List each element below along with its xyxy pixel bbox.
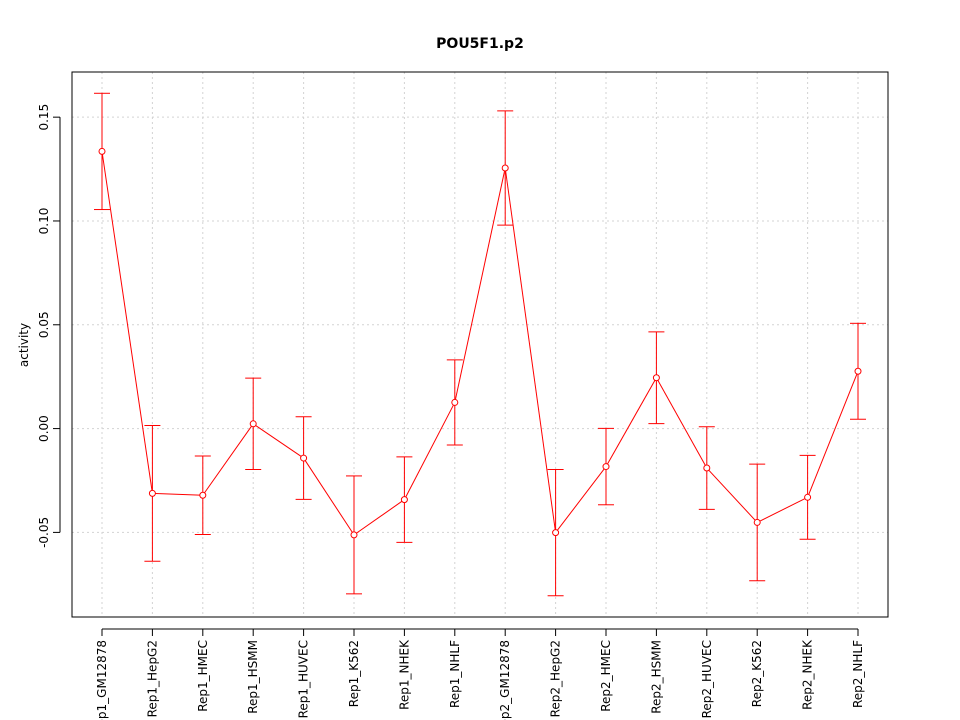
y-tick-label: 0.05 [37,311,51,338]
data-point [98,147,106,155]
data-point [350,531,358,539]
grid [72,72,888,617]
data-point [753,518,761,526]
line-segment [403,402,456,500]
x-tick-label: Rep1_NHLF [448,640,462,708]
x-tick-label: Rep2_HUVEC [700,640,714,718]
data-point [451,398,459,406]
y-axis: -0.05 0.00 0.05 0.10 0.15 [37,104,61,548]
x-tick-label: Rep1_K562 [347,640,361,707]
data-point [804,493,812,501]
data-point [501,164,509,172]
error-bars [94,92,866,597]
x-tick-label: Rep2_HMEC [599,640,613,712]
data-point [300,454,308,462]
line-segment [152,492,203,496]
y-axis-label: activity [17,323,31,367]
data-points [98,147,862,539]
y-tick-label: 0.15 [37,104,51,131]
y-tick-label: -0.05 [37,517,51,548]
line-segment [454,167,506,403]
x-tick-label: Rep1_GM12878 [95,640,109,720]
data-point [703,464,711,472]
line-segment [706,467,758,523]
line-segment [353,499,405,536]
line-segment [202,423,254,496]
line-segment [252,423,304,459]
line-segment [655,377,708,469]
data-point [854,367,862,375]
x-tick-label: Rep2_GM12878 [498,640,512,720]
x-tick-label: Rep1_HMEC [196,640,210,712]
x-axis: Rep1_GM12878 Rep1_HepG2 Rep1_HMEC Rep1_HSMM… [95,628,865,720]
series-line [101,151,859,536]
line-segment [555,466,607,533]
y-tick-label: 0.10 [37,208,51,235]
data-point [249,420,257,428]
plot-area [71,71,889,618]
line-segment [303,457,355,536]
data-point [199,491,207,499]
y-tick-label: 0.00 [37,415,51,442]
data-point [148,489,156,497]
x-tick-label: Rep2_NHEK [801,639,815,710]
line-segment [605,377,657,467]
x-tick-label: Rep2_HSMM [649,640,663,714]
x-tick-label: Rep1_NHEK [397,639,411,710]
line-segment [756,496,808,523]
x-tick-label: Rep1_HepG2 [145,640,159,717]
x-tick-label: Rep1_HUVEC [297,640,311,718]
line-segment [504,167,557,533]
data-point [652,374,660,382]
data-point [602,463,610,471]
x-tick-label: Rep2_K562 [750,640,764,707]
x-tick-label: Rep2_NHLF [851,640,865,708]
chart-title: POU5F1.p2 [436,36,524,52]
line-segment [807,371,859,498]
data-point [400,496,408,504]
x-tick-label: Rep2_HepG2 [549,640,563,717]
data-point [552,529,560,537]
line-segment [101,151,153,494]
x-tick-label: Rep1_HSMM [246,640,260,714]
